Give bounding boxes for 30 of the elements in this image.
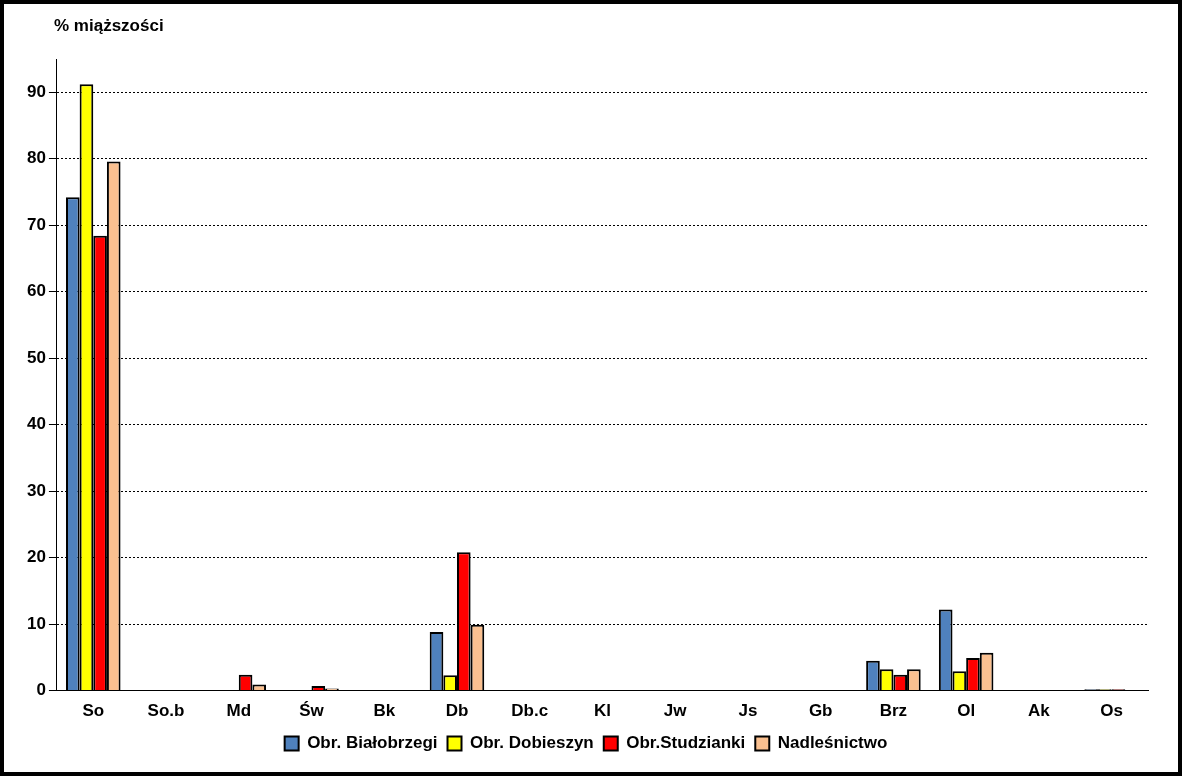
y-tick-label: 80 <box>26 148 46 168</box>
legend-label: Obr. Białobrzegi <box>307 733 438 753</box>
x-tick-label: Gb <box>808 701 833 721</box>
y-tick-label: 20 <box>26 547 46 567</box>
x-tick-label: Md <box>226 701 252 721</box>
y-tick-label: 40 <box>26 414 46 434</box>
y-tick-label: 30 <box>26 480 46 500</box>
x-tick-label: Św <box>299 701 325 721</box>
x-tick-label: Db.c <box>511 701 549 721</box>
y-tick-label: 90 <box>26 81 46 101</box>
x-tick-label: Js <box>738 701 758 721</box>
x-tick-label: Ol <box>957 701 976 721</box>
legend-label: Nadleśnictwo <box>777 733 888 753</box>
x-tick-label: Kl <box>593 701 611 721</box>
x-tick-label: Jw <box>663 701 688 721</box>
y-axis-title: % miąższości <box>54 16 164 36</box>
x-tick-label: Bk <box>373 701 396 721</box>
y-tick-label: 10 <box>26 613 46 633</box>
x-tick-label: Os <box>1100 701 1123 721</box>
x-tick-label: Db <box>445 701 469 721</box>
y-tick-label: 70 <box>26 214 46 234</box>
y-tick-label: 0 <box>36 680 46 700</box>
y-tick-label: 60 <box>26 281 46 301</box>
legend-label: Obr. Dobieszyn <box>470 733 594 753</box>
x-tick-label: Brz <box>879 701 908 721</box>
y-tick-label: 50 <box>26 347 46 367</box>
x-tick-label: So.b <box>147 701 185 721</box>
x-tick-label: So <box>82 701 105 721</box>
x-tick-label: Ak <box>1028 701 1051 721</box>
legend-label: Obr.Studzianki <box>626 733 746 753</box>
